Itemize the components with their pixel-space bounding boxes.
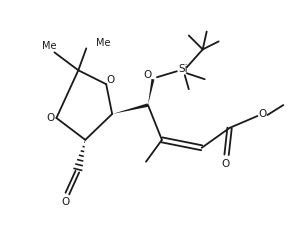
Text: O: O (222, 159, 230, 169)
Text: O: O (106, 75, 114, 85)
Text: Me: Me (96, 38, 111, 49)
Text: O: O (46, 113, 55, 123)
Text: Me: Me (42, 41, 57, 52)
Text: O: O (61, 197, 69, 207)
Text: O: O (258, 109, 267, 119)
Text: Si: Si (178, 64, 188, 74)
Polygon shape (148, 79, 154, 105)
Text: O: O (144, 70, 152, 80)
Polygon shape (112, 103, 148, 114)
